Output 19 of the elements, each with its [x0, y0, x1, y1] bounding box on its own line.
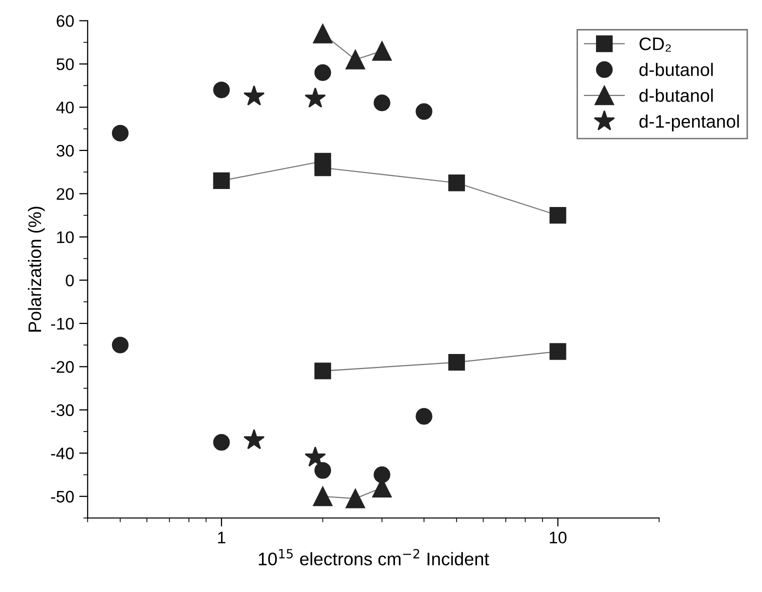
legend-label: d-butanol — [639, 88, 713, 102]
y-tick-label: 10 — [57, 231, 74, 244]
legend-label: CD₂ — [640, 37, 671, 52]
y-tick-label: -10 — [51, 318, 74, 330]
y-tick-label: 20 — [56, 188, 74, 200]
y-tick-label: -30 — [51, 404, 74, 416]
y-tick-label: 50 — [56, 58, 74, 70]
y-tick-label: 0 — [66, 274, 74, 286]
y-tick-label: 40 — [56, 102, 74, 114]
y-tick-label: 30 — [56, 144, 74, 157]
y-tick-label: 60 — [56, 15, 74, 27]
legend-label: d-butanol — [639, 62, 713, 76]
x-tick-label: 1 — [218, 532, 226, 544]
x-axis-title: 10$^{15}$ electrons cm$^{−2}$ Incident — [258, 548, 490, 566]
y-tick-label: -20 — [51, 361, 74, 373]
y-tick-label: -50 — [51, 490, 74, 503]
y-tick-label: -40 — [51, 448, 74, 460]
legend-label: d-1-pentanol — [639, 114, 739, 132]
y-axis-title: Polarization (%) — [28, 206, 45, 332]
